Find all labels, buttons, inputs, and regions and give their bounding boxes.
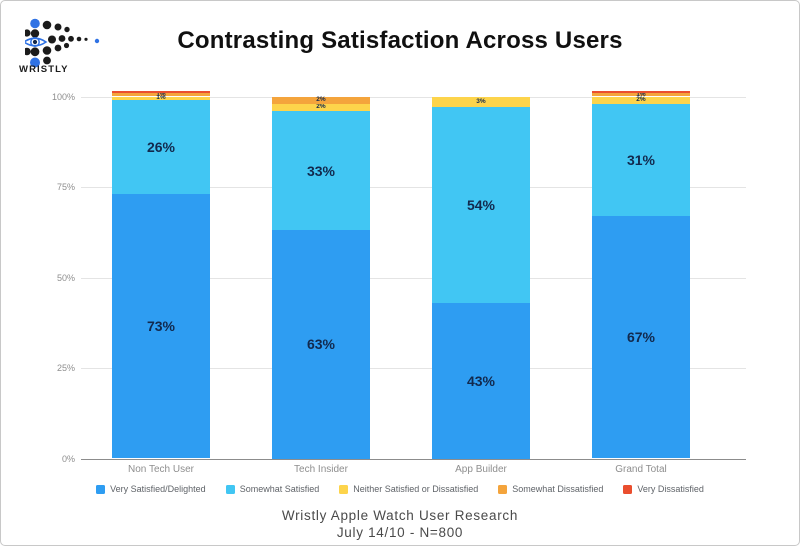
legend-swatch-icon — [96, 484, 106, 494]
legend-item: Very Dissatisfied — [623, 484, 704, 494]
stacked-bar-app-builder: 43% 54% 3% — [432, 96, 530, 459]
bar-segment — [272, 230, 370, 459]
bar-segment — [112, 194, 210, 459]
legend-swatch-icon — [225, 484, 235, 494]
legend-swatch-icon — [623, 484, 633, 494]
y-axis-tick-label: 0% — [61, 453, 75, 464]
stacked-bar-non-tech-user: 73% 26% 1% 1% — [112, 91, 210, 459]
x-axis-category-label: Non Tech User — [128, 463, 194, 475]
bar-segment — [432, 302, 530, 459]
bar-segment — [272, 111, 370, 231]
bar-segment — [592, 96, 690, 104]
legend-label: Somewhat Dissatisfied — [512, 484, 604, 494]
chart-title: Contrasting Satisfaction Across Users — [177, 27, 623, 54]
bar-segment — [432, 96, 530, 108]
wristly-wordmark: WRISTLY — [19, 64, 69, 75]
gridline — [81, 368, 746, 369]
bar-segment — [112, 100, 210, 195]
footer-date-sample: July 14/10 - N=800 — [336, 525, 464, 540]
legend-label: Somewhat Satisfied — [239, 484, 320, 494]
bar-segment — [592, 91, 690, 93]
bar-segment — [592, 103, 690, 216]
bar-segment — [432, 107, 530, 303]
legend-label: Neither Satisfied or Dissatisfied — [353, 484, 479, 494]
y-axis-tick-label: 100% — [51, 91, 75, 102]
gridline — [81, 96, 746, 98]
bar-segment — [592, 215, 690, 459]
x-axis-line — [81, 458, 746, 460]
bar-segment — [112, 96, 210, 101]
legend-item: Somewhat Dissatisfied — [498, 484, 603, 494]
legend-swatch-icon — [498, 484, 508, 494]
bar-segment — [112, 92, 210, 97]
bar-segment — [592, 92, 690, 97]
bar-segment — [272, 96, 370, 104]
bar-segment — [112, 91, 210, 93]
stacked-bar-grand-total: 67% 31% 2% 1% — [592, 91, 690, 459]
chart-legend: Very Satisfied/Delighted Somewhat Satisfi… — [1, 484, 799, 494]
gridline — [81, 277, 746, 279]
stacked-bar-tech-insider: 63% 33% 2% 2% — [272, 96, 370, 459]
x-axis-category-label: Tech Insider — [294, 463, 348, 475]
y-axis-tick-label: 25% — [56, 363, 75, 373]
legend-item: Neither Satisfied or Dissatisfied — [339, 484, 478, 494]
wristly-logo-icon — [25, 18, 100, 68]
legend-label: Very Dissatisfied — [637, 484, 704, 494]
x-axis-category-label: App Builder — [455, 463, 507, 475]
y-axis-tick-label: 50% — [56, 272, 75, 283]
gridline — [81, 187, 746, 188]
bar-segment — [272, 103, 370, 111]
x-axis-category-label: Grand Total — [615, 463, 667, 475]
legend-swatch-icon — [339, 484, 349, 494]
legend-item: Very Satisfied/Delighted — [96, 484, 206, 494]
footer-research-title: Wristly Apple Watch User Research — [281, 508, 519, 523]
legend-label: Very Satisfied/Delighted — [110, 484, 206, 494]
legend-item: Somewhat Satisfied — [225, 484, 320, 494]
y-axis-tick-label: 75% — [56, 182, 75, 192]
